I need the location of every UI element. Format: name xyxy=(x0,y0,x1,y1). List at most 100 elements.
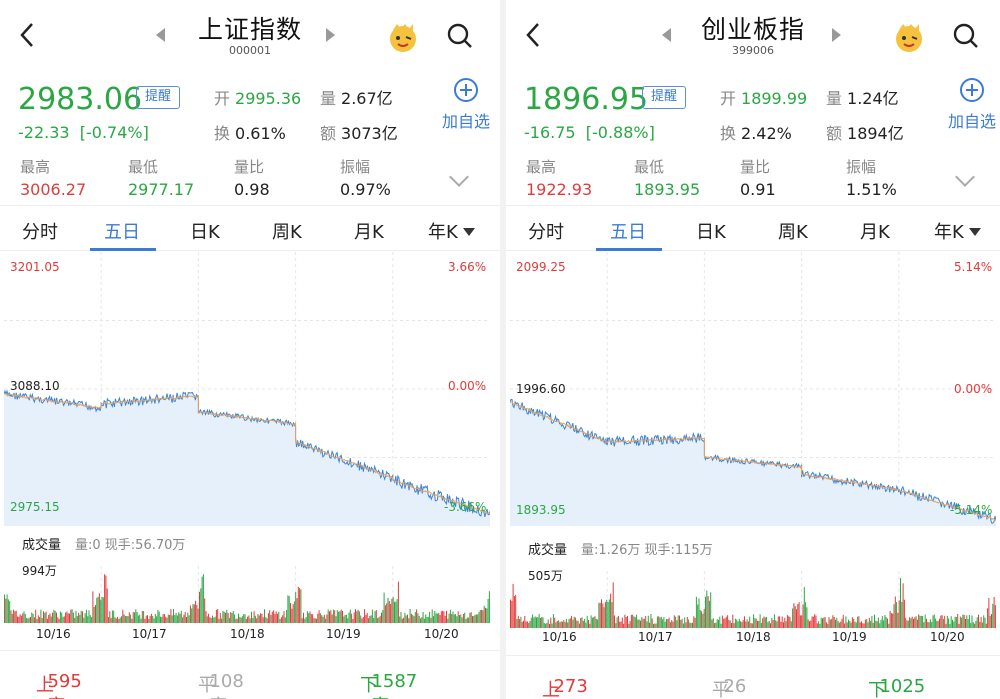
tab-daily-k[interactable]: 日K xyxy=(190,222,220,243)
tab-daily-k[interactable]: 日K xyxy=(696,222,726,243)
chevron-down-icon[interactable] xyxy=(955,167,975,187)
remind-button[interactable]: 提醒 xyxy=(136,86,180,109)
tab-intraday[interactable]: 分时 xyxy=(22,222,58,243)
volume-bar xyxy=(11,613,13,623)
tab-intraday[interactable]: 分时 xyxy=(528,222,564,243)
volume-bar xyxy=(332,609,334,623)
volume-bar xyxy=(31,612,33,623)
volume-bar xyxy=(702,613,704,628)
volume-bar xyxy=(567,622,569,628)
volume-bar xyxy=(59,611,61,623)
volume-bar xyxy=(101,597,103,623)
volume-max: 505万 xyxy=(528,569,563,583)
volume-bar xyxy=(599,602,601,628)
volume-bar xyxy=(425,614,427,623)
search-icon[interactable] xyxy=(446,22,474,50)
fall-count: 下跌 1587家 xyxy=(360,671,418,699)
y-axis-mid: 1996.60 xyxy=(516,382,566,396)
volume-bar xyxy=(111,610,113,623)
volume-header: 成交量 量:0 现手:56.70万 xyxy=(22,538,186,553)
volume-bar xyxy=(126,616,128,623)
volume-bar xyxy=(924,614,926,628)
volume-bar xyxy=(288,595,290,623)
tab-yearly-k[interactable]: 年K xyxy=(428,218,475,244)
volume-bar xyxy=(896,602,898,628)
volume-bar xyxy=(814,614,816,628)
five-day-price-chart[interactable] xyxy=(510,252,996,526)
volume-bar xyxy=(754,618,756,628)
volume-bar xyxy=(546,622,548,628)
open-price: 开 2995.36 xyxy=(214,89,302,108)
volume-bar xyxy=(918,614,920,628)
volume-bar xyxy=(890,613,892,628)
volume-bar xyxy=(481,609,483,623)
volume-bar xyxy=(19,614,21,623)
volume-bar xyxy=(9,601,11,623)
mascot-icon[interactable] xyxy=(386,20,420,54)
volume-bar xyxy=(715,622,717,628)
volume-bar xyxy=(405,615,407,623)
volume-bar xyxy=(382,610,384,623)
search-icon[interactable] xyxy=(952,22,980,50)
volume-bar xyxy=(659,617,661,628)
volume-bar xyxy=(93,606,95,623)
mascot-icon[interactable] xyxy=(892,20,926,54)
volume-bar xyxy=(365,614,367,623)
volume-bar xyxy=(850,622,852,628)
volume-bar xyxy=(750,623,752,628)
volume-bar xyxy=(779,616,781,628)
tab-yearly-k[interactable]: 年K xyxy=(934,218,981,244)
volume-bar xyxy=(173,609,174,623)
next-stock-arrow-icon[interactable] xyxy=(832,28,841,42)
volume-bar xyxy=(819,623,821,628)
tab-monthly-k[interactable]: 月K xyxy=(860,222,890,243)
volume-bar xyxy=(867,622,869,628)
volume-bar xyxy=(387,597,389,623)
tab-five-day[interactable]: 五日 xyxy=(104,222,140,243)
volume-bar xyxy=(725,616,727,628)
volume-bar xyxy=(972,622,974,628)
volume-bar xyxy=(241,616,243,623)
volume-bar xyxy=(712,618,714,628)
volume-bar xyxy=(724,618,726,628)
volume-bar xyxy=(604,602,606,628)
stock-code: 399006 xyxy=(732,44,774,57)
tab-five-day[interactable]: 五日 xyxy=(610,222,646,243)
five-day-price-chart[interactable] xyxy=(4,252,490,526)
tab-weekly-k[interactable]: 周K xyxy=(778,222,808,243)
volume-bar xyxy=(758,620,760,628)
volume-bar xyxy=(284,617,286,623)
next-stock-arrow-icon[interactable] xyxy=(326,28,335,42)
volume-bar xyxy=(344,615,346,623)
volume-bar xyxy=(383,592,385,623)
volume-bar xyxy=(766,616,768,628)
volume-bar xyxy=(264,609,265,623)
volume-bar xyxy=(247,616,249,623)
tab-monthly-k[interactable]: 月K xyxy=(354,222,384,243)
tab-weekly-k[interactable]: 周K xyxy=(272,222,302,243)
volume-bar xyxy=(822,618,823,628)
remind-button[interactable]: 提醒 xyxy=(642,86,686,109)
volume-bar-chart xyxy=(510,571,996,628)
volume-bar xyxy=(747,621,749,628)
chevron-down-icon[interactable] xyxy=(449,167,469,187)
back-arrow-icon[interactable] xyxy=(14,20,42,50)
volume-bar xyxy=(235,618,237,623)
volume-bar xyxy=(922,616,924,628)
volume-bar xyxy=(649,622,651,628)
volume-ratio-label: 量比 xyxy=(234,158,265,176)
prev-stock-arrow-icon[interactable] xyxy=(156,28,165,42)
date-label: 10/16 xyxy=(542,630,577,644)
add-watchlist-button[interactable]: 加自选 xyxy=(942,78,1000,132)
back-arrow-icon[interactable] xyxy=(520,20,548,50)
volume-bar xyxy=(959,616,961,628)
volume-bar xyxy=(87,616,89,623)
volume-bar xyxy=(447,618,449,623)
prev-stock-arrow-icon[interactable] xyxy=(662,28,671,42)
volume-bar xyxy=(902,583,904,628)
add-watchlist-button[interactable]: 加自选 xyxy=(436,78,496,132)
volume-bar xyxy=(835,619,836,628)
volume-bar xyxy=(532,614,534,628)
volume-bar xyxy=(343,616,345,623)
y-axis-bottom: 1893.95 xyxy=(516,503,566,517)
